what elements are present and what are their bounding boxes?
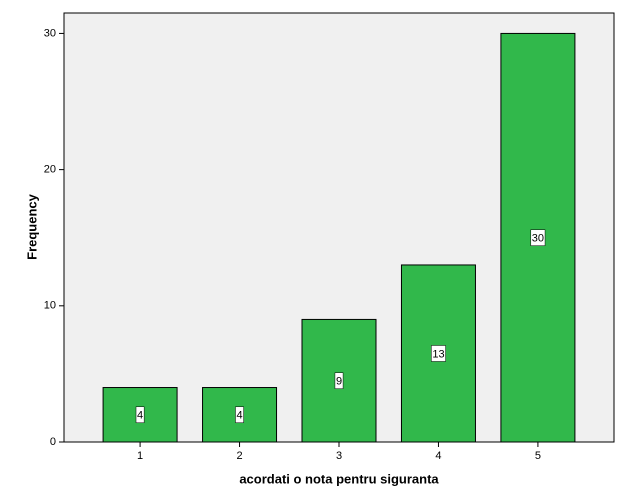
value-label: 4 bbox=[236, 410, 242, 422]
value-label-box bbox=[431, 345, 446, 362]
value-label-box bbox=[135, 406, 145, 424]
x-tick-label: 4 bbox=[435, 450, 441, 462]
value-label: 13 bbox=[432, 348, 444, 360]
value-label-box bbox=[530, 229, 546, 246]
x-tick-label: 3 bbox=[336, 450, 342, 462]
x-tick-label: 5 bbox=[535, 450, 541, 462]
y-tick-label: 10 bbox=[44, 300, 56, 312]
x-tick-label: 1 bbox=[137, 450, 143, 462]
y-tick-label: 0 bbox=[50, 436, 56, 448]
value-label-box bbox=[334, 372, 344, 389]
x-tick-label: 2 bbox=[236, 450, 242, 462]
value-label: 4 bbox=[137, 410, 143, 422]
x-axis-title: acordati o nota pentru siguranta bbox=[239, 471, 439, 486]
y-tick-label: 30 bbox=[44, 27, 56, 39]
y-axis-title: Frequency bbox=[24, 193, 39, 260]
value-label-box bbox=[235, 406, 244, 424]
value-label: 30 bbox=[532, 233, 544, 245]
y-tick-label: 20 bbox=[44, 164, 56, 176]
value-label: 9 bbox=[336, 376, 342, 388]
